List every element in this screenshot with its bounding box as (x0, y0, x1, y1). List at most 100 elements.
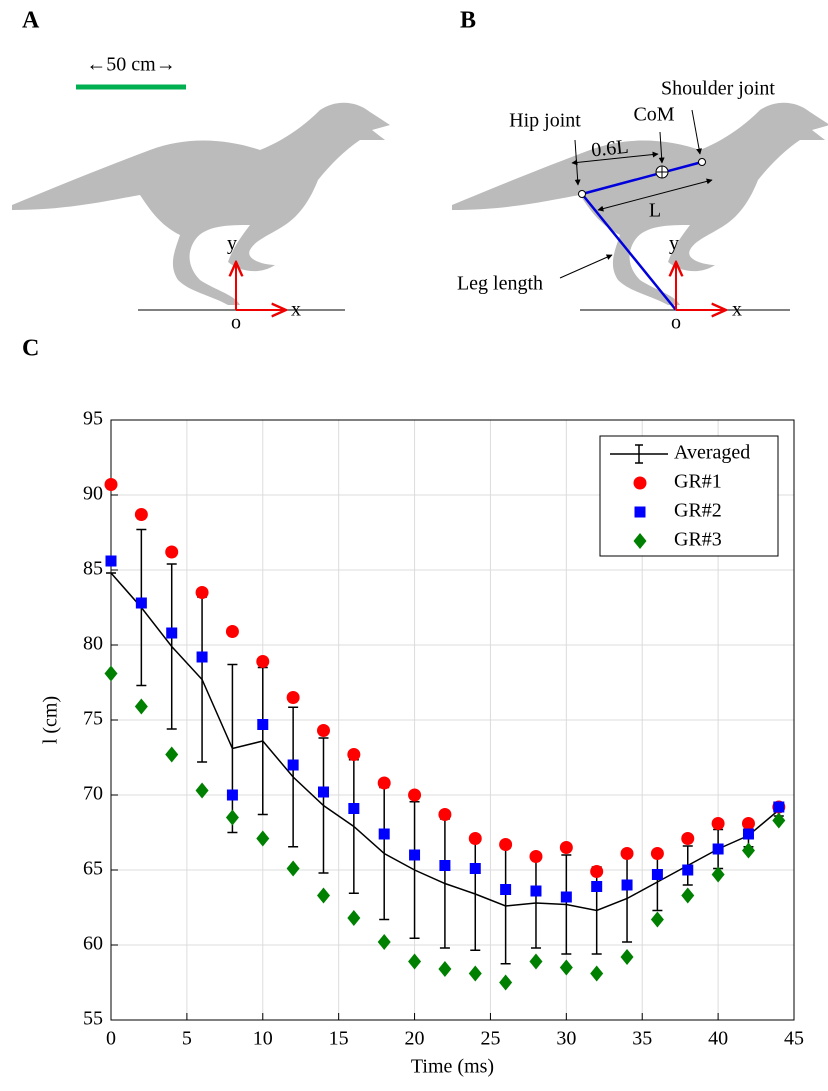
x-tick-label: 20 (405, 1028, 425, 1050)
x-tick-label: 0 (106, 1028, 116, 1050)
y-tick-label: 80 (83, 633, 103, 655)
marker (286, 691, 300, 704)
series-line (110, 572, 780, 912)
marker (104, 665, 118, 682)
marker (530, 885, 542, 897)
legend-symbol (634, 506, 646, 518)
panel-label: B (460, 8, 476, 34)
marker (499, 974, 513, 991)
dim-label: 0.6L (590, 136, 629, 162)
marker (317, 786, 329, 798)
marker (377, 776, 391, 790)
x-axis-label: Time (ms) (411, 1056, 494, 1078)
marker (682, 864, 694, 876)
marker (439, 860, 451, 871)
marker (408, 788, 422, 802)
marker (105, 555, 117, 567)
legend-symbol (633, 533, 647, 549)
marker (377, 934, 391, 950)
x-tick-label: 15 (329, 1028, 349, 1050)
marker (378, 828, 390, 840)
leg-label: Leg length (457, 273, 543, 295)
axis-y: y (669, 233, 679, 255)
marker (256, 830, 270, 847)
marker (559, 959, 573, 976)
legend-symbol (610, 444, 668, 464)
dog-silhouette (12, 102, 390, 305)
marker (529, 850, 543, 863)
legend-label: Averaged (674, 442, 750, 464)
marker (104, 478, 118, 491)
legend-box (599, 435, 779, 557)
marker (135, 597, 147, 609)
marker (257, 719, 269, 730)
y-tick-label: 55 (83, 1008, 103, 1030)
legend-label: GR#3 (674, 529, 722, 551)
marker (711, 866, 725, 883)
marker (195, 782, 209, 799)
hip-label: Hip joint (509, 110, 581, 132)
marker (256, 655, 270, 668)
y-tick-label: 60 (83, 933, 103, 955)
x-tick-label: 45 (784, 1028, 804, 1050)
marker (560, 891, 572, 903)
marker (651, 869, 663, 880)
marker (438, 961, 452, 977)
marker (409, 849, 421, 861)
marker (438, 808, 452, 821)
marker (469, 863, 481, 874)
chart: 55 60 65 70 75 80 85 90 95 0 5 10 15 20 25 30 35 40 45 Time… (40, 408, 804, 1078)
y-tick-label: 95 (83, 408, 103, 430)
marker (650, 911, 664, 928)
origin: o (671, 312, 681, 334)
marker (741, 817, 755, 830)
marker (134, 508, 148, 521)
marker (408, 953, 422, 970)
leg-line (581, 193, 677, 311)
y-tick-label: 70 (83, 783, 103, 805)
pointer (658, 131, 665, 164)
dim-arrow (571, 151, 659, 166)
marker (287, 759, 299, 771)
marker (681, 832, 695, 845)
panel-label: A (22, 8, 40, 34)
pointer (559, 254, 613, 279)
hip-point (578, 190, 586, 198)
plot-frame (110, 419, 795, 1021)
legend-symbol (633, 476, 647, 490)
axis-x: x (291, 299, 301, 321)
marker (499, 838, 513, 851)
panel-b: B Hip joint CoM Shoulder joint 0.6L L Le… (452, 8, 828, 334)
marker (316, 887, 330, 904)
panel-label: C (22, 336, 39, 362)
marker (165, 746, 179, 763)
origin: o (231, 312, 241, 334)
shoulder-point (698, 158, 706, 166)
y-tick-label: 85 (83, 558, 103, 580)
marker (620, 847, 634, 860)
y-axis-label: l (cm) (40, 696, 62, 744)
marker (226, 789, 238, 801)
marker (650, 847, 664, 860)
panel-a: A ←50 cm→ y x o (12, 8, 390, 334)
marker (620, 949, 634, 965)
marker (316, 724, 330, 737)
marker (347, 910, 361, 926)
scale-label: ←50 cm→ (86, 54, 175, 76)
marker (500, 884, 512, 895)
marker (166, 627, 178, 639)
marker (225, 809, 239, 826)
marker (468, 965, 482, 982)
pointer (574, 139, 581, 186)
dim-label: L (649, 200, 661, 222)
marker (681, 887, 695, 904)
marker (621, 879, 633, 891)
x-tick-label: 10 (253, 1028, 273, 1050)
marker (773, 801, 785, 813)
marker (529, 953, 543, 970)
marker (712, 843, 724, 855)
com-label: CoM (633, 104, 674, 126)
marker (559, 841, 573, 854)
marker (195, 586, 209, 599)
